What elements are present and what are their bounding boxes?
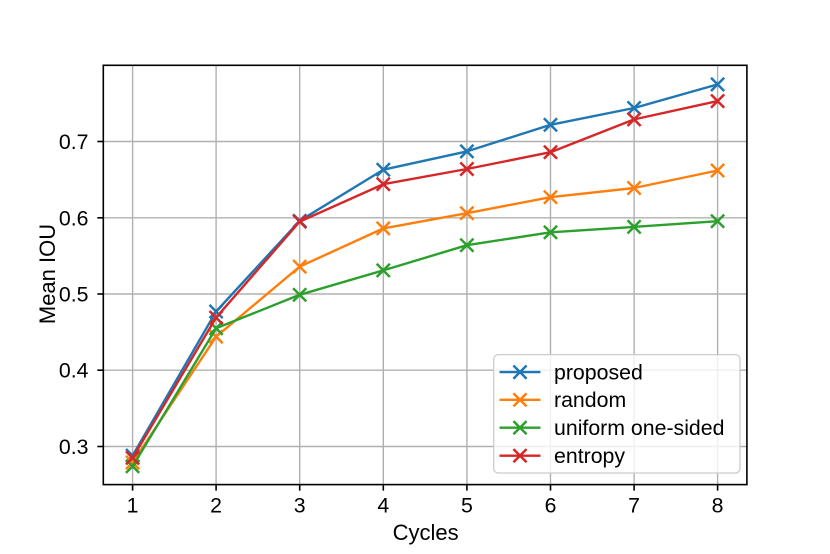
svg-text:Cycles: Cycles — [393, 520, 459, 545]
svg-text:0.6: 0.6 — [59, 206, 89, 230]
svg-text:Mean IOU: Mean IOU — [35, 224, 60, 324]
svg-text:4: 4 — [377, 494, 389, 518]
svg-text:3: 3 — [294, 494, 306, 518]
svg-text:8: 8 — [712, 494, 724, 518]
svg-text:1: 1 — [127, 494, 139, 518]
svg-text:2: 2 — [210, 494, 222, 518]
svg-text:0.4: 0.4 — [59, 359, 89, 383]
svg-text:uniform one-sided: uniform one-sided — [554, 416, 724, 440]
svg-text:entropy: entropy — [554, 444, 625, 468]
svg-text:0.5: 0.5 — [59, 283, 89, 307]
svg-text:random: random — [554, 388, 626, 412]
svg-text:7: 7 — [628, 494, 640, 518]
svg-text:proposed: proposed — [554, 361, 643, 385]
svg-text:0.3: 0.3 — [59, 435, 89, 459]
svg-text:0.7: 0.7 — [59, 130, 89, 154]
svg-text:5: 5 — [461, 494, 473, 518]
svg-text:6: 6 — [545, 494, 557, 518]
